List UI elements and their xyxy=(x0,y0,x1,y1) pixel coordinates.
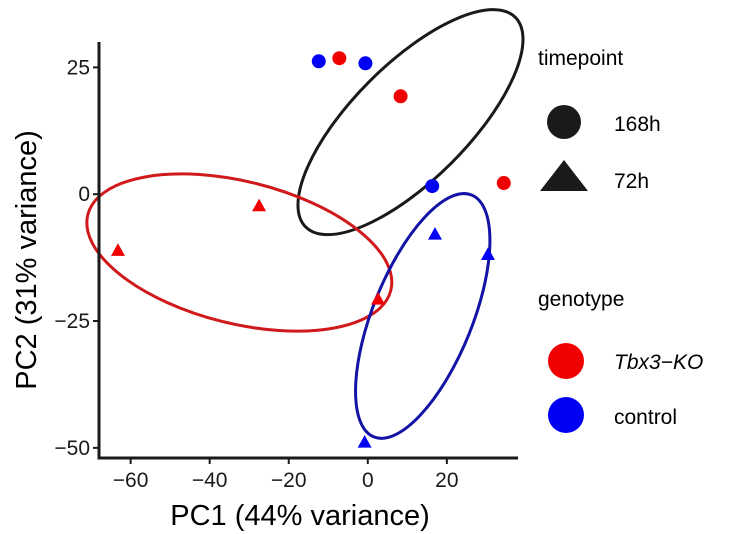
point-72h xyxy=(371,292,386,305)
legend-key-circle xyxy=(547,105,581,139)
x-tick-label: 0 xyxy=(362,469,374,492)
legend-title-genotype: genotype xyxy=(538,288,624,311)
ellipse-tbx3-ko xyxy=(85,172,394,333)
confidence-ellipses xyxy=(85,8,525,440)
point-168h xyxy=(496,176,511,191)
x-tick-label: −40 xyxy=(192,469,228,492)
legend-label-72h: 72h xyxy=(614,170,649,193)
legend-label-tbx3-ko: Tbx3−KO xyxy=(614,351,703,374)
x-tick-label: 20 xyxy=(435,469,458,492)
x-ticks: −60 −40 −20 0 20 xyxy=(113,458,459,492)
y-axis-title: PC2 (31% variance) xyxy=(11,130,43,390)
point-168h xyxy=(393,89,408,104)
y-tick-label: −25 xyxy=(54,310,90,333)
point-72h xyxy=(357,435,372,448)
legend-title-timepoint: timepoint xyxy=(538,47,623,70)
point-72h xyxy=(110,243,125,256)
ellipse-control xyxy=(354,192,492,440)
point-168h xyxy=(425,179,440,194)
point-72h xyxy=(427,227,442,240)
x-tick-label: −60 xyxy=(113,469,149,492)
legend-label-control: control xyxy=(614,406,677,429)
data-points xyxy=(110,51,511,448)
y-tick-label: −50 xyxy=(54,437,90,460)
legend-key-control xyxy=(548,397,584,433)
axes: −60 −40 −20 0 20 25 0 −25 −50 xyxy=(54,42,518,492)
point-72h xyxy=(480,247,495,260)
point-168h xyxy=(358,56,373,71)
ellipse-168h xyxy=(296,8,525,237)
legend-label-168h: 168h xyxy=(614,113,661,136)
y-ticks: 25 0 −25 −50 xyxy=(54,56,99,460)
x-tick-label: −20 xyxy=(271,469,307,492)
point-168h xyxy=(332,51,347,66)
point-168h xyxy=(311,54,326,69)
legend-key-triangle xyxy=(540,160,588,191)
legend-key-tbx3-ko xyxy=(548,343,584,379)
y-tick-label: 25 xyxy=(67,56,90,79)
x-axis-title: PC1 (44% variance) xyxy=(170,500,430,532)
y-tick-label: 0 xyxy=(78,183,90,206)
legend: timepoint 168h 72h genotype Tbx3−KO cont… xyxy=(538,47,703,433)
point-72h xyxy=(252,198,267,212)
